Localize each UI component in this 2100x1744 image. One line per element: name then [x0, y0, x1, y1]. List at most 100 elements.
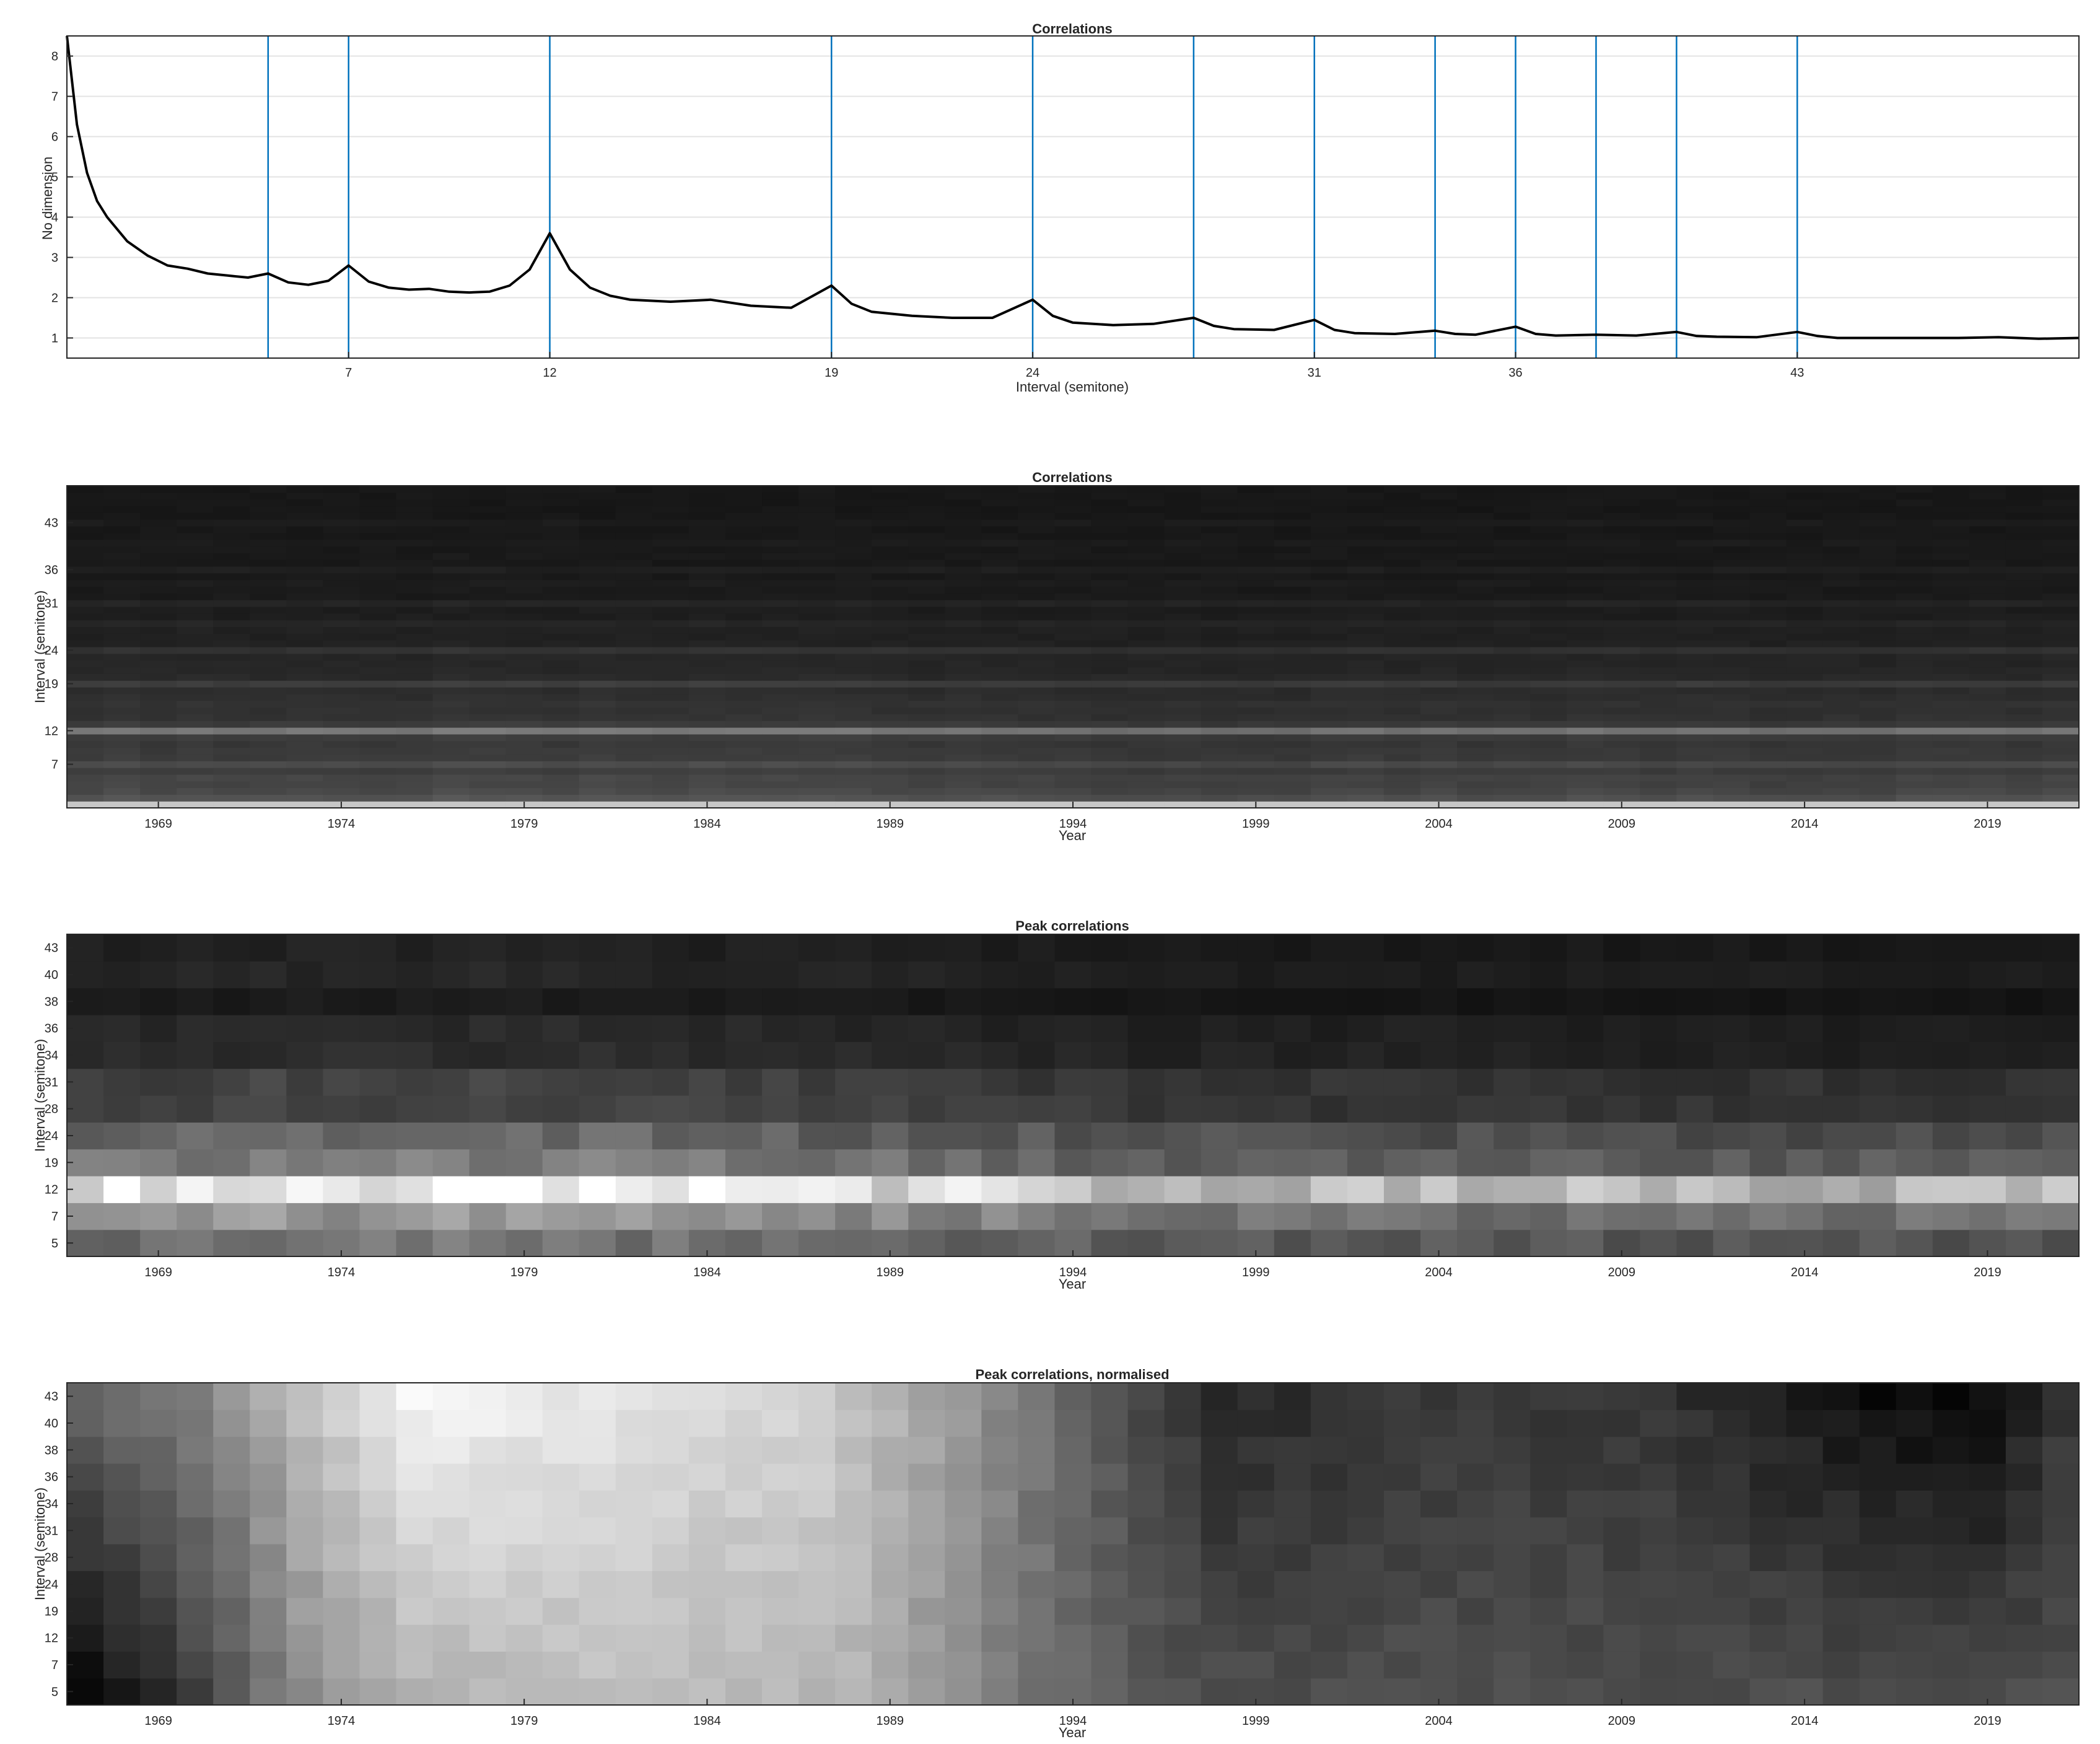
- heatmap-cell: [250, 747, 287, 755]
- y-tick-label: 24: [45, 1129, 58, 1143]
- heatmap-cell: [359, 559, 397, 567]
- heatmap-cell: [1383, 1624, 1421, 1652]
- heatmap-cell: [1603, 1490, 1640, 1518]
- heatmap-cell: [505, 734, 543, 742]
- heatmap-cell: [1932, 572, 1970, 581]
- heatmap-cell: [945, 1068, 982, 1096]
- heatmap-cell: [469, 673, 507, 681]
- heatmap-cell: [1822, 1229, 1860, 1257]
- heatmap-cell: [1018, 653, 1056, 661]
- heatmap-cell: [835, 768, 872, 775]
- heatmap-cell: [177, 1041, 214, 1069]
- heatmap-cell: [908, 1149, 945, 1177]
- heatmap-cell: [1127, 721, 1165, 728]
- heatmap-cell: [1567, 727, 1604, 735]
- heatmap-cell: [505, 747, 543, 755]
- heatmap-cell: [762, 721, 799, 728]
- heatmap-cell: [1932, 653, 1970, 661]
- heatmap-cell: [1859, 633, 1897, 641]
- heatmap-cell: [1603, 512, 1640, 520]
- heatmap-cell: [469, 700, 507, 708]
- heatmap-cell: [469, 572, 507, 581]
- heatmap-cell: [688, 740, 726, 748]
- heatmap-cell: [615, 1095, 653, 1123]
- heatmap-cell: [1640, 761, 1677, 768]
- heatmap-cell: [579, 774, 616, 782]
- heatmap-cell: [1347, 486, 1385, 493]
- heatmap-cell: [1164, 499, 1202, 507]
- heatmap-cell: [835, 1229, 872, 1257]
- heatmap-cell: [1530, 579, 1567, 587]
- heatmap-cell: [945, 934, 982, 962]
- heatmap-cell: [1091, 693, 1129, 701]
- y-tick-label: 38: [45, 995, 58, 1009]
- heatmap-cell: [396, 680, 434, 688]
- heatmap-cell: [1822, 607, 1860, 614]
- heatmap-cell: [835, 747, 872, 755]
- y-tick-label: 5: [51, 1237, 58, 1250]
- heatmap-cell: [2005, 667, 2043, 674]
- heatmap-cell: [1457, 1122, 1494, 1150]
- heatmap-cell: [396, 1678, 434, 1706]
- heatmap-cell: [1310, 1068, 1348, 1096]
- heatmap-cell: [1018, 620, 1056, 628]
- heatmap-cell: [1932, 620, 1970, 628]
- heatmap-cell: [1054, 934, 1092, 962]
- heatmap-cell: [103, 801, 141, 808]
- heatmap-cell: [177, 787, 214, 795]
- heatmap-cell: [1530, 1597, 1567, 1625]
- heatmap-cell: [798, 687, 836, 695]
- heatmap-cell: [2042, 546, 2080, 553]
- heatmap-cell: [1749, 687, 1787, 695]
- heatmap-cell: [1494, 492, 1531, 500]
- heatmap-cell: [250, 1176, 287, 1203]
- heatmap-cell: [725, 620, 763, 628]
- heatmap-cell: [1640, 1409, 1677, 1437]
- heatmap-cell: [2042, 660, 2080, 668]
- heatmap-cell: [2005, 1383, 2043, 1410]
- heatmap-cell: [1567, 660, 1604, 668]
- heatmap-cell: [1786, 1409, 1824, 1437]
- heatmap-cell: [1932, 740, 1970, 748]
- heatmap-cell: [1310, 626, 1348, 634]
- heatmap-cell: [1054, 647, 1092, 654]
- heatmap-cell: [323, 532, 361, 540]
- heatmap-cell: [469, 492, 507, 500]
- heatmap-cell: [1237, 734, 1275, 742]
- heatmap-cell: [1494, 579, 1531, 587]
- heatmap-cell: [615, 1624, 653, 1652]
- heatmap-cell: [432, 747, 470, 755]
- heatmap-cell: [359, 660, 397, 668]
- heatmap-cell: [323, 934, 361, 962]
- heatmap-cell: [1749, 1176, 1787, 1203]
- heatmap-cell: [2042, 593, 2080, 600]
- heatmap-cell: [1859, 988, 1897, 1015]
- heatmap-cell: [652, 499, 689, 507]
- heatmap-cell: [1603, 499, 1640, 507]
- heatmap-cell: [1383, 600, 1421, 607]
- heatmap-cell: [1018, 774, 1056, 782]
- heatmap-cell: [1640, 1229, 1677, 1257]
- heatmap-cell: [579, 693, 616, 701]
- heatmap-cell: [1420, 539, 1458, 547]
- x-tick-label: 12: [543, 366, 556, 380]
- heatmap-cell: [688, 532, 726, 540]
- heatmap-cell: [981, 660, 1019, 668]
- heatmap-cell: [872, 1624, 909, 1652]
- heatmap-cell: [432, 687, 470, 695]
- heatmap-cell: [1347, 660, 1385, 668]
- heatmap-cell: [1274, 1203, 1311, 1230]
- heatmap-cell: [1018, 532, 1056, 540]
- heatmap-cell: [1603, 988, 1640, 1015]
- heatmap-cell: [1676, 1041, 1714, 1069]
- heatmap-cell: [1383, 774, 1421, 782]
- heatmap-cell: [688, 1463, 726, 1491]
- heatmap-cell: [945, 586, 982, 594]
- heatmap-cell: [1822, 727, 1860, 735]
- heatmap-cell: [1237, 613, 1275, 621]
- heatmap-cell: [1457, 714, 1494, 721]
- heatmap-cell: [250, 934, 287, 962]
- heatmap-cell: [725, 660, 763, 668]
- heatmap-cell: [1749, 693, 1787, 701]
- heatmap-cell: [872, 647, 909, 654]
